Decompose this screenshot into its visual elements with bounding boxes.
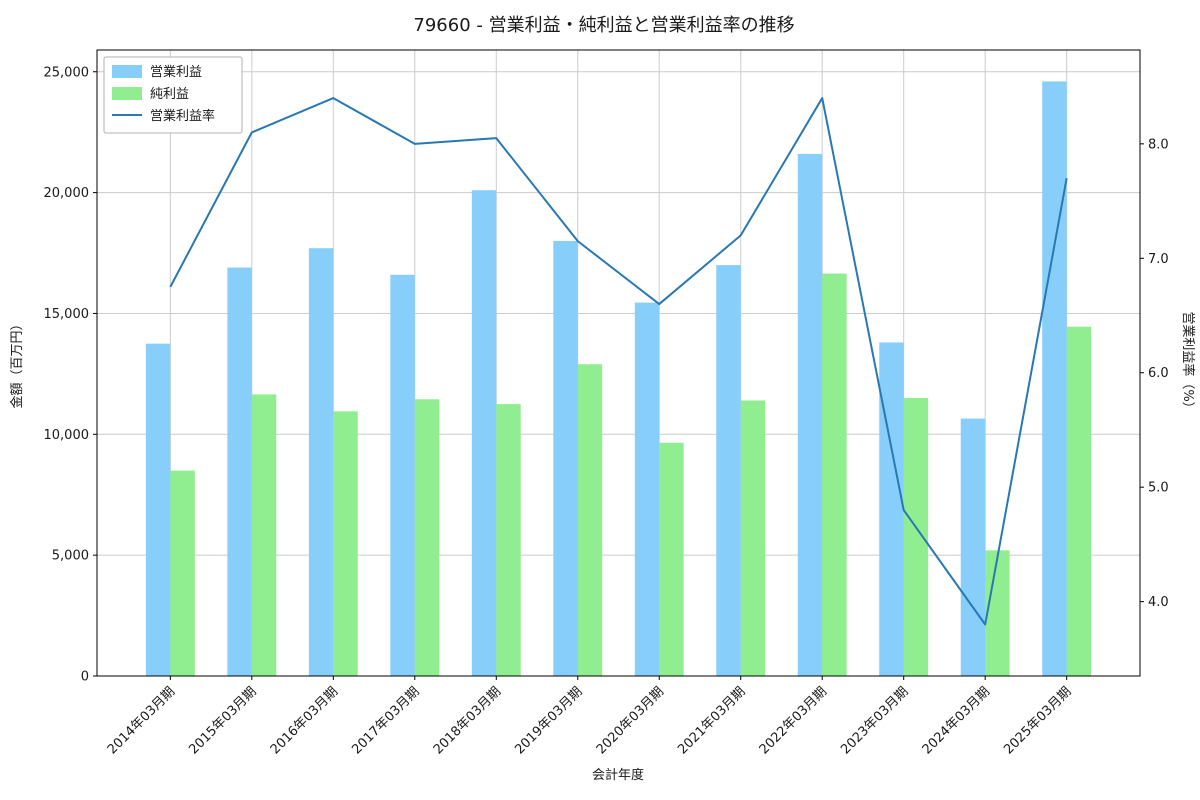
bar-純利益 [496,404,521,676]
legend-label: 純利益 [150,87,189,102]
right-tick-label: 5.0 [1148,481,1169,496]
x-tick-label: 2018年03月期 [431,684,504,757]
bar-営業利益 [390,274,415,676]
left-tick-label: 20,000 [44,186,90,201]
x-tick-label: 2022年03月期 [757,684,830,757]
y-axis-label-right: 営業利益率（%） [1180,311,1196,414]
bar-純利益 [1066,326,1092,676]
plot-border [96,49,1141,677]
right-tick-label: 8.0 [1148,137,1169,152]
bar-純利益 [659,442,684,676]
bar-営業利益 [879,342,904,676]
bar-純利益 [822,273,847,676]
left-tick-label: 5,000 [52,549,89,564]
bar-営業利益 [634,302,660,676]
bar-純利益 [740,400,766,676]
bar-純利益 [414,399,440,676]
left-tick-label: 25,000 [44,65,90,80]
x-tick-label: 2019年03月期 [512,684,585,757]
left-tick-label: 10,000 [44,428,90,443]
x-tick-label: 2017年03月期 [349,684,422,757]
legend-label: 営業利益 [150,64,202,80]
bar-営業利益 [960,418,986,676]
bar-純利益 [251,394,277,676]
plot-layer: 0 5,000 10,000 15,000 20,000 25,000 4.0 5.0 6.0 7… [44,49,1169,758]
bar-純利益 [333,411,358,676]
bar-営業利益 [227,267,252,676]
bar-純利益 [903,398,929,676]
chart-title: 79660 - 営業利益・純利益と営業利益率の推移 [413,15,794,36]
right-tick-label: 4.0 [1148,595,1169,610]
legend-swatch-営業利益 [112,65,142,78]
bar-営業利益 [716,265,741,676]
left-tick-label: 0 [81,670,89,685]
right-tick-label: 7.0 [1148,252,1169,267]
bar-純利益 [577,364,603,676]
bar-営業利益 [471,190,497,676]
right-tick-label: 6.0 [1148,366,1169,381]
bar-営業利益 [797,153,823,677]
x-tick-label: 2023年03月期 [838,684,911,757]
x-tick-label: 2016年03月期 [268,684,341,757]
legend-swatch-純利益 [112,87,142,100]
y-axis-label-left: 金額（百万円） [9,317,25,408]
x-tick-label: 2014年03月期 [105,684,178,757]
x-tick-label: 2025年03月期 [1001,684,1074,757]
left-tick-label: 15,000 [44,307,90,322]
bar-営業利益 [145,343,171,676]
bar-純利益 [170,470,195,676]
x-tick-label: 2015年03月期 [186,684,259,757]
x-axis-label: 会計年度 [592,767,644,783]
bar-営業利益 [308,248,334,676]
bar-純利益 [985,550,1010,676]
bar-営業利益 [553,240,578,676]
line-営業利益率 [169,97,1068,626]
bar-営業利益 [1042,81,1067,677]
x-tick-label: 2024年03月期 [920,684,993,757]
x-tick-label: 2020年03月期 [594,684,667,757]
legend-label: 営業利益率 [150,108,215,124]
x-tick-label: 2021年03月期 [675,684,748,757]
